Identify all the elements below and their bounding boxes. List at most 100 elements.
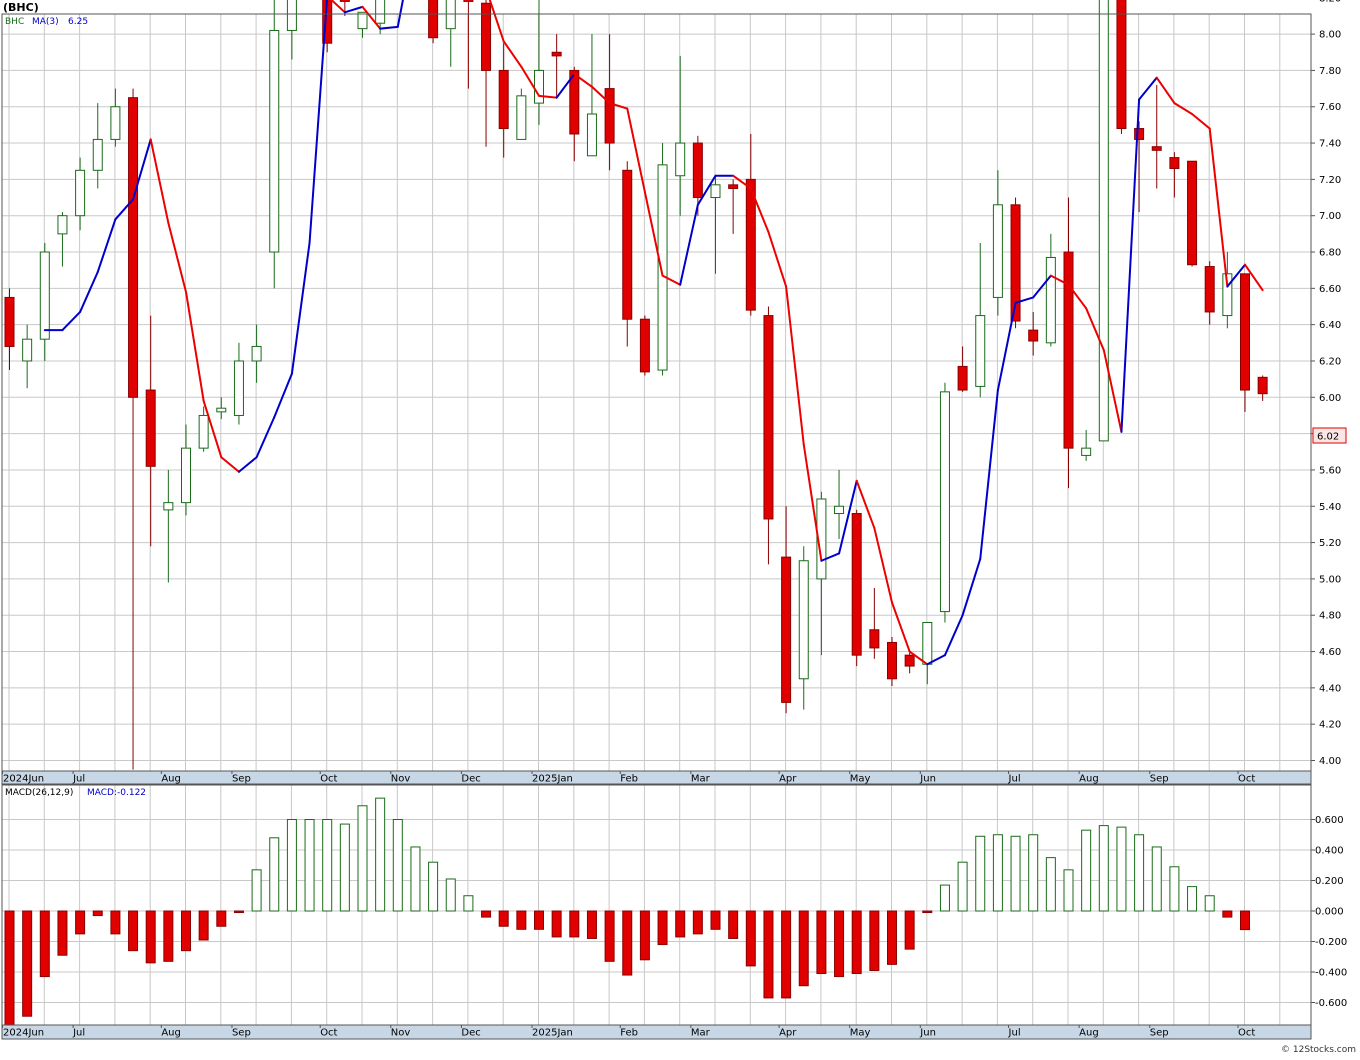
ma3-segment [979,389,999,560]
macd-bar-positive [1134,834,1145,912]
macd-bar-positive [1045,857,1056,912]
ma3-segment [1244,263,1264,292]
macd-tick-label: 0.400 [1315,846,1344,857]
candle-body-down [463,0,474,2]
candle-body-up [516,95,527,140]
candle [269,0,280,289]
candle [692,135,703,216]
ma3-segment [1191,113,1211,130]
candle-body-up [1098,0,1109,442]
price-tick-label: 4.40 [1319,683,1341,694]
candle [639,315,650,376]
x-axis-label: Oct [320,774,337,785]
candle [233,342,244,425]
ma3-segment [838,479,858,555]
macd-bar-positive [1187,886,1198,912]
candle [763,306,774,565]
ma3-segment [1155,76,1176,105]
ma3-segment [873,527,893,604]
candle-body-up [534,69,544,104]
candle-body-down [339,0,350,2]
watermark: © 12Stocks.com [1281,1045,1356,1055]
ma3-segment [379,25,399,30]
price-tick-label: 7.00 [1319,211,1341,222]
macd-bar-positive [1081,829,1092,912]
x-axis-label: Mar [691,774,711,785]
ma3-segment [802,443,823,562]
macd-bar-negative [710,910,721,930]
ma3-segment [908,650,929,666]
x-axis-label: Aug [161,1028,181,1039]
macd-bar-negative [904,910,915,950]
candle [198,406,209,452]
macd-bar-positive [463,895,474,912]
candle-body-down [957,365,968,391]
price-tick-label: 7.20 [1319,175,1341,186]
candle [586,34,597,157]
ma3-segment [767,231,788,288]
macd-tick-label: -0.600 [1315,998,1347,1009]
ma3-segment [396,0,404,28]
candle-body-down [322,0,333,44]
macd-bar-positive [1063,869,1074,912]
macd-bar-positive [410,846,421,912]
macd-bar-negative [145,910,156,964]
candle-body-up [251,345,262,362]
ma3-segment [961,557,982,617]
ma3-segment [555,73,576,99]
candle-body-up [939,391,950,613]
candle-body-up [975,315,986,387]
macd-bar-positive [1169,866,1180,912]
candle-body-down [1169,157,1180,169]
ma3-segment [590,85,611,105]
macd-bar-negative [745,910,756,967]
macd-tick-label: -0.200 [1315,937,1347,948]
candle-body-up [233,360,244,416]
candle-body-down [622,169,633,320]
ma3-segment [79,270,99,313]
x-axis-label: Jun [919,1028,936,1039]
x-axis-label: Apr [779,1028,797,1039]
candle [710,175,721,274]
macd-tick-label: -0.400 [1315,968,1347,979]
candle [939,382,950,623]
ma3-segment [855,479,876,530]
ma3-segment [343,5,364,14]
candle [463,0,474,89]
macd-bar-negative [163,910,174,962]
macd-bar-negative [39,910,50,978]
price-tick-label: 7.80 [1319,66,1341,77]
candle [957,346,968,392]
price-tick-label: 8.20 [1319,0,1341,4]
macd-bar-positive [269,837,280,912]
candle-body-down [639,318,650,373]
last-price-tag: 6.02 [1312,427,1347,444]
x-axis-label: Aug [161,774,181,785]
macd-bar-positive [1204,895,1215,912]
x-axis-label: Mar [691,1028,711,1039]
macd-bar-negative [586,910,597,939]
x-axis-label: Jun [919,774,936,785]
macd-bar-negative [763,910,774,999]
candle-body-up [39,251,50,340]
price-panel-frame [1,13,1312,772]
x-axis-label: Feb [620,1028,638,1039]
x-axis-label: Aug [1079,1028,1099,1039]
x-axis-label: Jul [72,774,85,785]
ma3-segment [749,187,770,234]
candle [428,0,439,44]
ma3-segment [1138,76,1158,101]
candle-body-up [1222,273,1233,317]
candle [375,0,386,35]
macd-bar-positive [339,823,350,912]
candle-body-down [1151,146,1162,151]
candle [39,242,50,361]
x-axis-band [1,770,1312,785]
x-axis-label: Oct [1238,1028,1255,1039]
candle [851,509,862,667]
macd-bar-positive [392,819,403,912]
x-axis-label: Feb [620,774,638,785]
candle-body-down [869,629,880,649]
macd-bar-negative [781,910,792,999]
candle-body-down [498,69,509,130]
